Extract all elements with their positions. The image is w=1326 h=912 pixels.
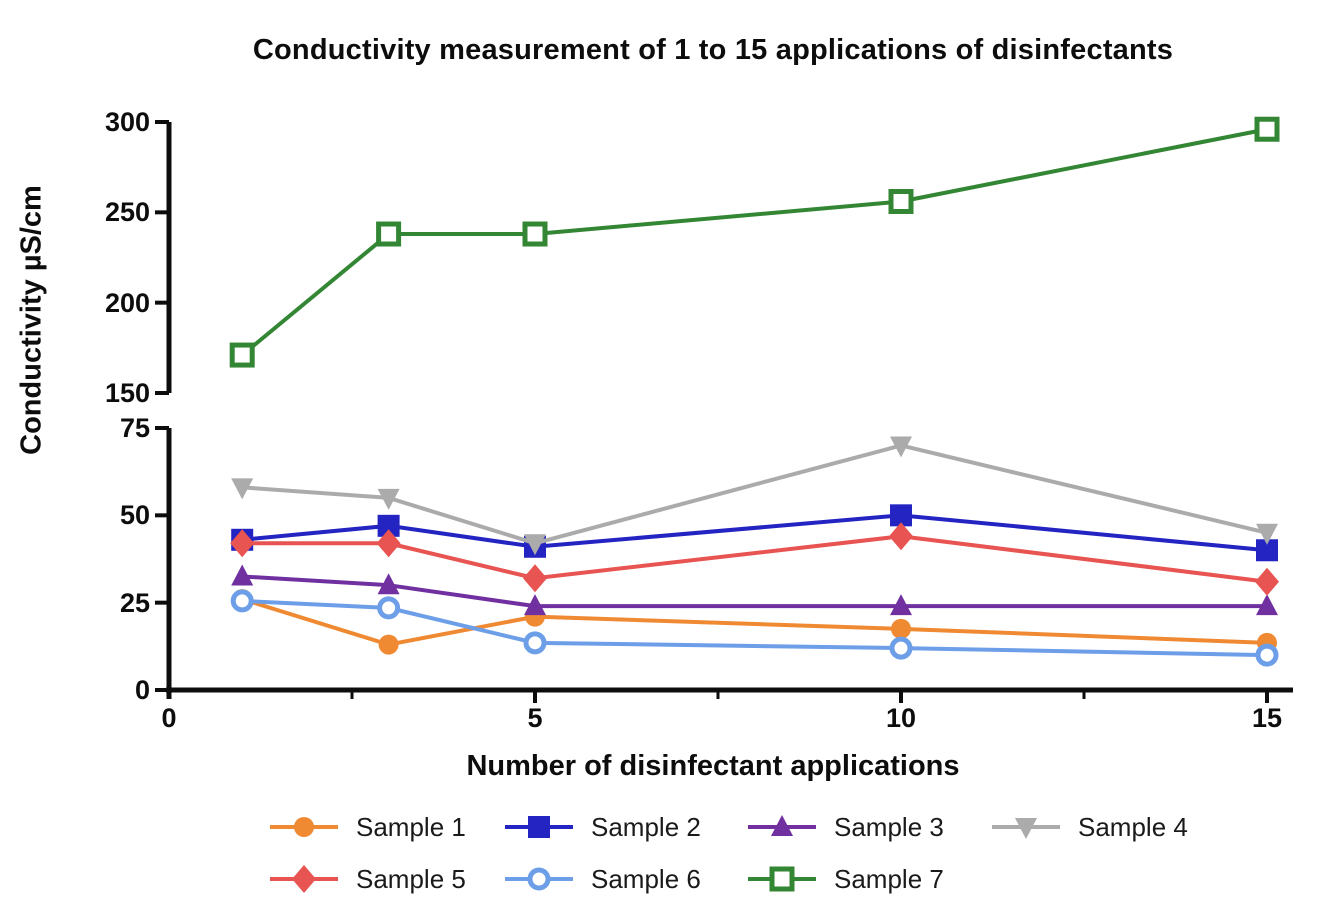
data-point-sample-7 <box>522 221 548 247</box>
data-point-sample-4 <box>231 478 254 500</box>
data-point-sample-4 <box>890 436 912 458</box>
data-point-sample-5 <box>889 522 913 551</box>
data-point-sample-3 <box>524 594 546 616</box>
legend-item-sample-2: Sample 2 <box>503 808 701 846</box>
legend-marker-sample-1 <box>270 817 338 837</box>
x-axis-label: Number of disinfectant applications <box>466 750 960 782</box>
data-point-sample-4 <box>1256 523 1278 545</box>
legend-marker-glyph <box>292 865 316 893</box>
x-tick-label: 5 <box>527 703 543 733</box>
y-tick-label: 150 <box>104 378 150 408</box>
legend-marker-sample-6 <box>505 867 573 891</box>
data-point-sample-3 <box>1256 594 1278 616</box>
legend-label: Sample 7 <box>834 863 944 894</box>
data-point-sample-5 <box>376 529 401 558</box>
legend-label: Sample 4 <box>1078 811 1188 842</box>
legend-marker-glyph <box>294 817 314 837</box>
legend-item-sample-3: Sample 3 <box>746 808 944 846</box>
legend-marker-glyph <box>527 867 551 891</box>
legend-marker-sample-7 <box>748 866 816 892</box>
data-point-sample-6 <box>377 596 401 620</box>
legend-marker-glyph <box>528 816 550 838</box>
data-point-sample-4 <box>377 488 400 510</box>
data-point-sample-6 <box>1255 643 1279 667</box>
legend-item-sample-7: Sample 7 <box>746 860 944 898</box>
y-tick-label: 0 <box>134 675 150 705</box>
legend-item-sample-1: Sample 1 <box>268 808 466 846</box>
x-tick-label: 0 <box>161 703 177 733</box>
data-point-sample-3 <box>377 573 400 595</box>
legend-item-sample-5: Sample 5 <box>268 860 466 898</box>
data-point-sample-6 <box>523 631 547 655</box>
data-point-sample-7 <box>376 221 402 247</box>
legend-label: Sample 3 <box>834 811 944 842</box>
data-point-sample-5 <box>523 564 547 593</box>
y-tick-label: 25 <box>119 587 150 618</box>
y-tick-label: 50 <box>119 500 150 531</box>
legend-marker-sample-2 <box>505 816 573 838</box>
legend-label: Sample 5 <box>356 863 466 894</box>
y-tick-label: 300 <box>104 107 150 137</box>
legend-label: Sample 2 <box>591 811 701 842</box>
legend-label: Sample 6 <box>591 863 701 894</box>
legend-marker-glyph <box>769 866 795 892</box>
chart-title: Conductivity measurement of 1 to 15 appl… <box>252 34 1174 66</box>
data-point-sample-3 <box>231 564 254 586</box>
data-point-sample-7 <box>1254 116 1280 142</box>
legend-item-sample-6: Sample 6 <box>503 860 701 898</box>
data-point-sample-1 <box>378 634 399 655</box>
data-point-sample-3 <box>890 594 912 616</box>
y-tick-label: 75 <box>119 413 150 443</box>
y-tick-label: 200 <box>104 287 150 318</box>
data-point-sample-1 <box>891 618 911 639</box>
data-point-sample-6 <box>230 589 254 613</box>
data-point-sample-2 <box>377 514 400 537</box>
y-tick-label: 250 <box>104 197 150 228</box>
legend-label: Sample 1 <box>356 811 466 842</box>
x-tick-label: 10 <box>885 703 917 733</box>
legend-item-sample-4: Sample 4 <box>990 808 1188 846</box>
legend-marker-glyph <box>1015 818 1037 839</box>
data-point-sample-2 <box>1256 539 1278 562</box>
data-point-sample-5 <box>1255 567 1279 596</box>
x-tick-label: 15 <box>1251 703 1283 733</box>
data-point-sample-2 <box>890 504 912 527</box>
data-point-sample-4 <box>524 534 546 556</box>
data-point-sample-7 <box>229 342 255 368</box>
data-point-sample-6 <box>889 636 913 660</box>
legend-marker-sample-5 <box>270 865 338 893</box>
legend-marker-sample-4 <box>992 818 1060 839</box>
data-point-sample-7 <box>888 188 914 214</box>
legend-marker-glyph <box>771 815 793 836</box>
legend-marker-sample-3 <box>748 815 816 836</box>
data-point-sample-5 <box>230 529 255 558</box>
